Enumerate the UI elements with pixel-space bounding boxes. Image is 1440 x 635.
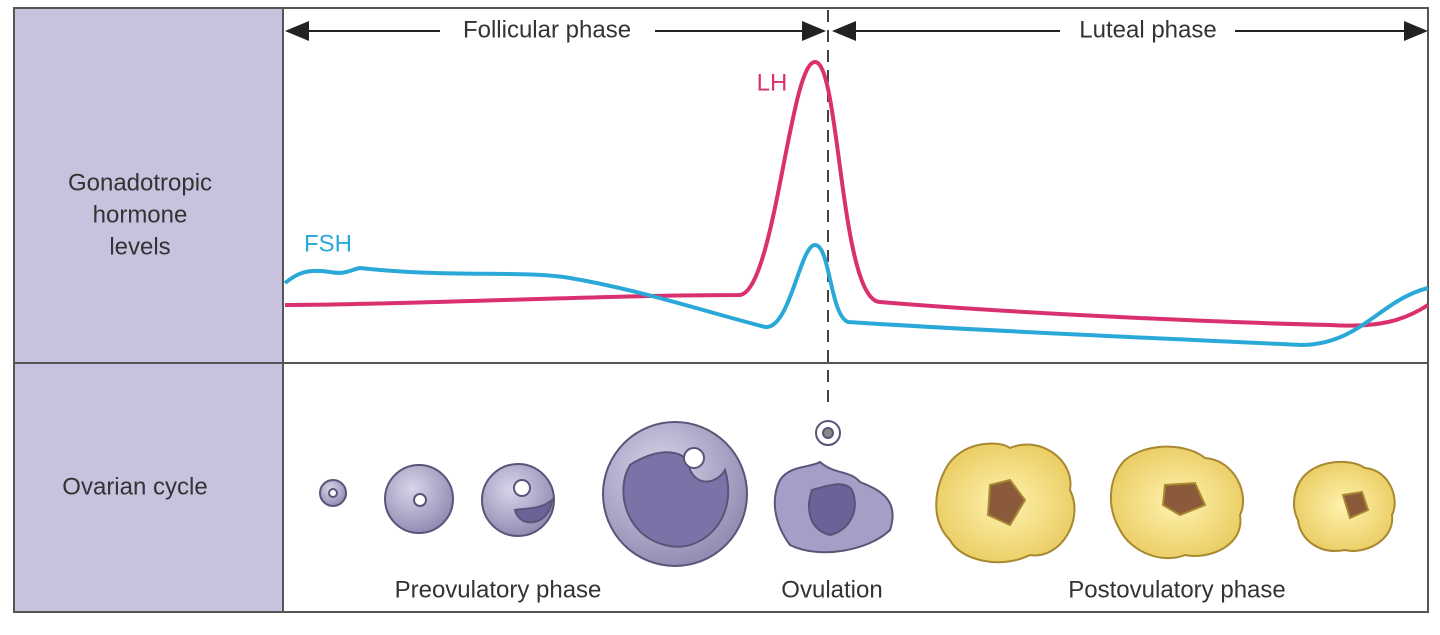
row-label: Ovarian cycle	[62, 473, 207, 500]
phase-label: Follicular phase	[463, 16, 631, 43]
row-label: levels	[109, 233, 170, 260]
row-label: Gonadotropic	[68, 169, 212, 196]
stage-label: Preovulatory phase	[395, 576, 602, 603]
fsh-label: FSH	[304, 230, 352, 257]
row-label: hormone	[93, 201, 188, 228]
phase-label: Luteal phase	[1079, 16, 1216, 43]
stage-label: Ovulation	[781, 576, 882, 603]
label-panel	[14, 8, 283, 612]
follicles	[319, 420, 894, 567]
fsh-curve	[283, 242, 1429, 348]
stage-label: Postovulatory phase	[1068, 576, 1285, 603]
frame	[13, 7, 1429, 613]
corpora-lutea	[935, 442, 1396, 564]
lh-label: LH	[757, 69, 788, 96]
lh-curve	[284, 59, 1430, 328]
